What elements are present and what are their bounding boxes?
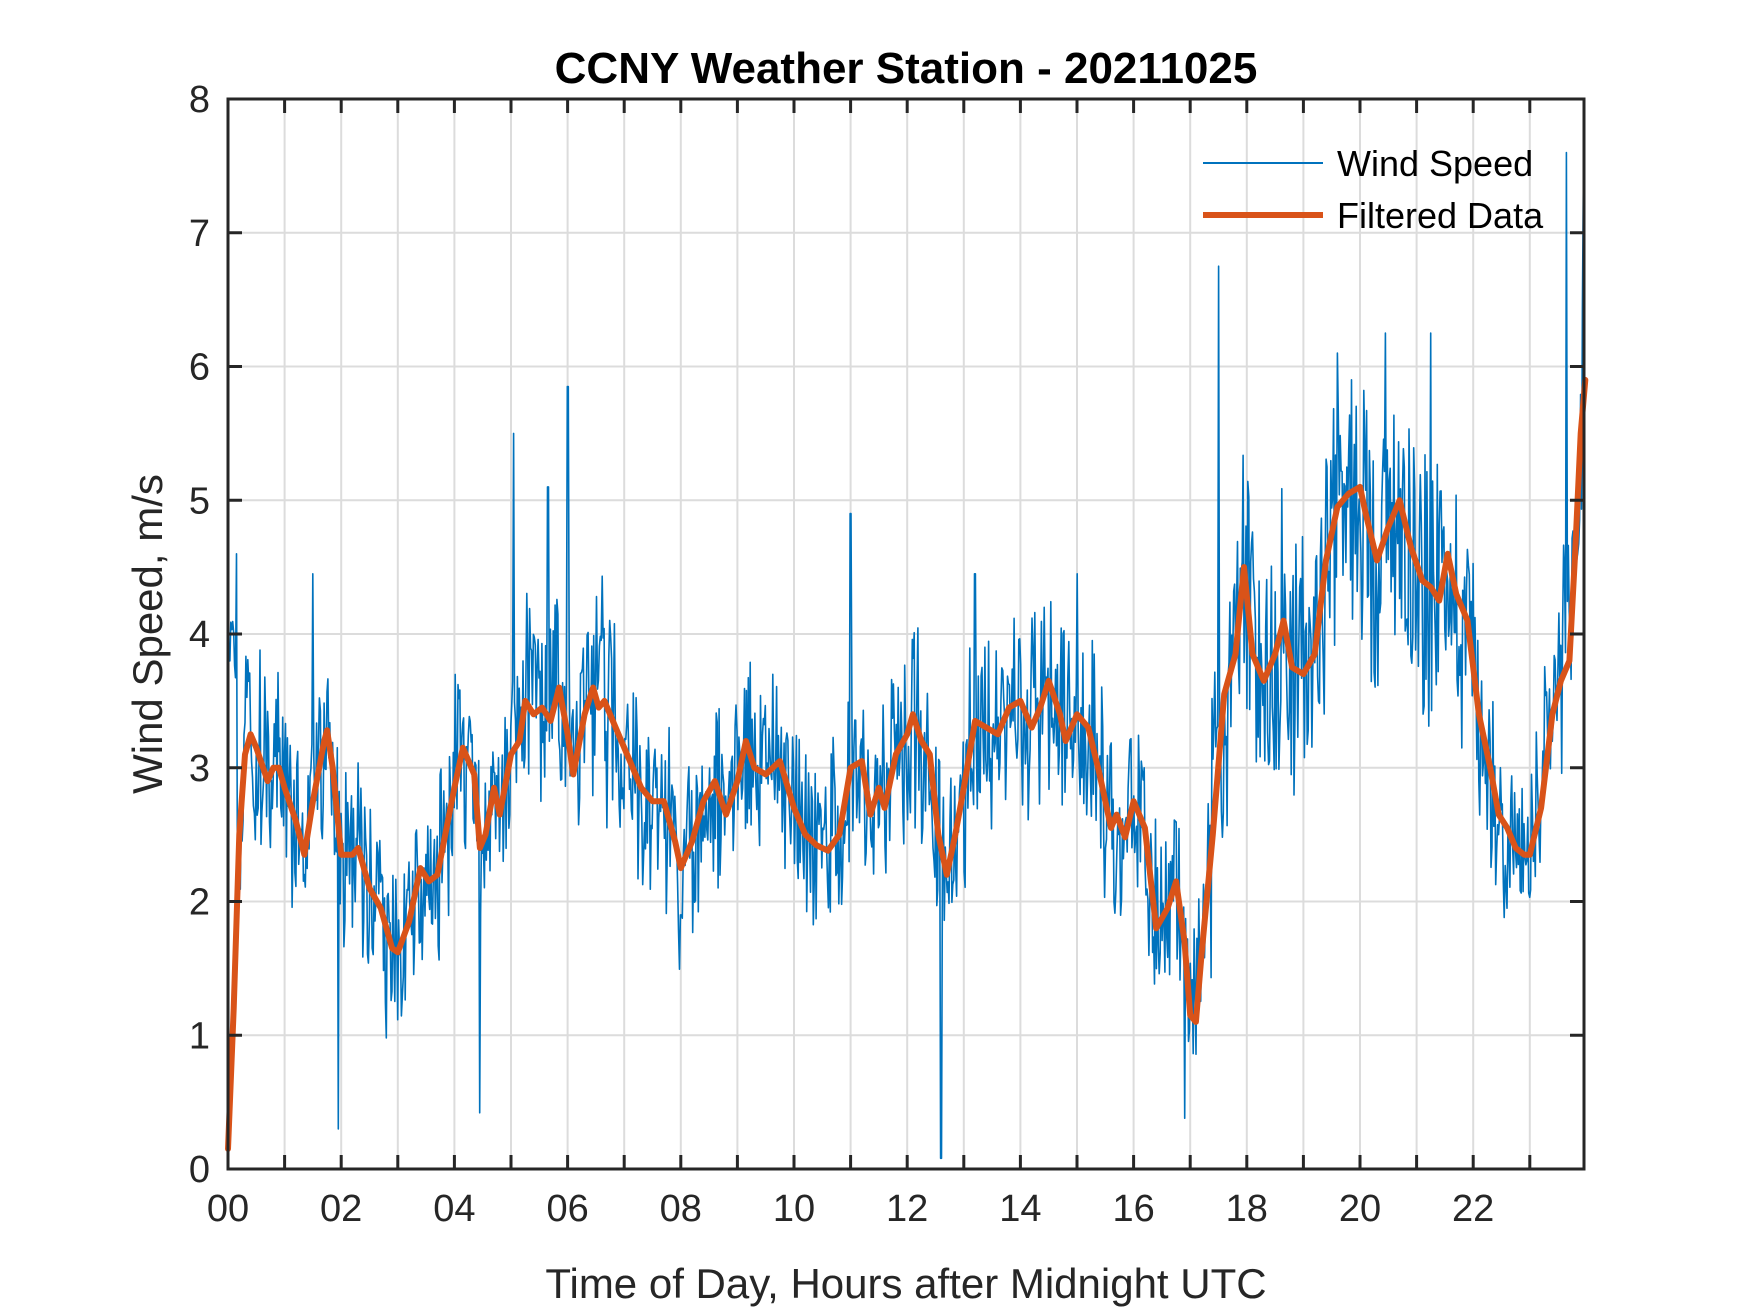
y-tick-label: 4 (189, 614, 210, 656)
x-axis-label: Time of Day, Hours after Midnight UTC (545, 1260, 1266, 1307)
x-tick-label: 00 (207, 1188, 249, 1230)
filtered-data-series (225, 376, 1589, 1152)
legend-filtered-data-label: Filtered Data (1337, 195, 1544, 236)
chart-title: CCNY Weather Station - 20211025 (555, 44, 1258, 93)
x-tick-label: 06 (546, 1188, 588, 1230)
y-axis-label: Wind Speed, m/s (124, 474, 171, 794)
filtered-data-line (225, 376, 1589, 1152)
legend: Wind Speed Filtered Data (1203, 143, 1544, 236)
x-tick-label: 14 (999, 1188, 1041, 1230)
y-tick-label: 5 (189, 480, 210, 522)
x-tick-label: 16 (1112, 1188, 1154, 1230)
x-tick-label: 02 (320, 1188, 362, 1230)
x-tick-label: 18 (1226, 1188, 1268, 1230)
x-tick-label: 10 (773, 1188, 815, 1230)
y-tick-label: 7 (189, 213, 210, 255)
y-tick-label: 1 (189, 1015, 210, 1057)
x-tick-label: 20 (1339, 1188, 1381, 1230)
x-tick-label: 12 (886, 1188, 928, 1230)
y-tick-label: 8 (189, 79, 210, 121)
y-tick-label: 2 (189, 882, 210, 924)
x-tick-label: 08 (660, 1188, 702, 1230)
y-tick-labels: 0 1 2 3 4 5 6 7 8 (189, 79, 210, 1191)
y-tick-label: 6 (189, 347, 210, 389)
legend-wind-speed-label: Wind Speed (1337, 143, 1533, 184)
x-tick-label: 22 (1452, 1188, 1494, 1230)
y-tick-label: 3 (189, 748, 210, 790)
axis-ticks (228, 99, 1584, 1169)
y-tick-label: 0 (189, 1149, 210, 1191)
x-tick-label: 04 (433, 1188, 475, 1230)
x-tick-labels: 00 02 04 06 08 10 12 14 16 18 20 22 (207, 1188, 1494, 1230)
